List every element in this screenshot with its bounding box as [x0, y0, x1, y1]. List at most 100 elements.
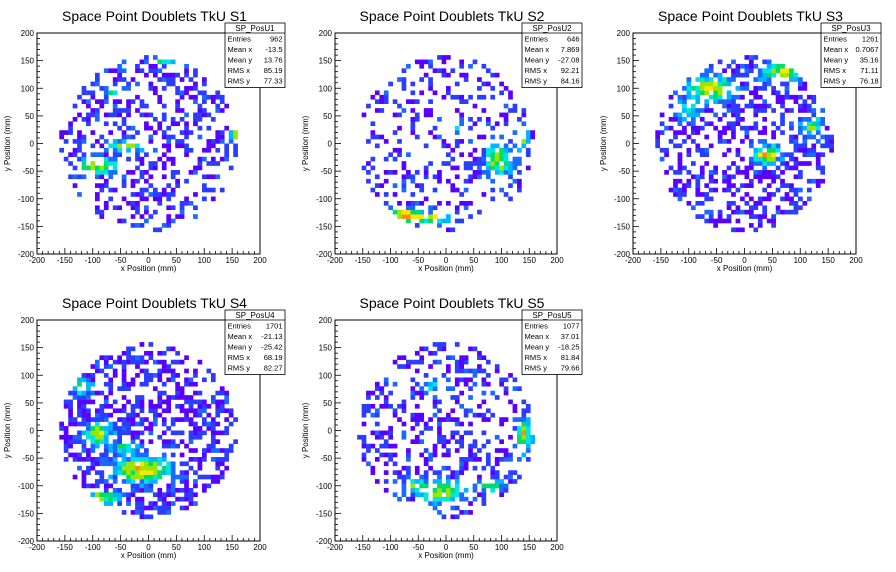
heatmap-bin — [798, 108, 803, 113]
heatmap-bin — [112, 408, 118, 414]
heatmap-bin — [682, 165, 687, 171]
heatmap-bin — [695, 192, 701, 197]
heatmap-bin — [410, 200, 416, 206]
heatmap-bin — [446, 492, 451, 498]
heatmap-bin — [215, 403, 221, 409]
heatmap-bin — [463, 377, 469, 383]
heatmap-bin — [699, 108, 705, 113]
heatmap-bin — [401, 174, 407, 180]
heatmap-bin — [410, 483, 416, 489]
heatmap-bin — [152, 505, 158, 511]
heatmap-bin — [793, 165, 799, 171]
heatmap-bin — [780, 178, 785, 184]
heatmap-bin — [179, 116, 185, 122]
heatmap-bin — [86, 395, 91, 400]
x-tick-label: 100 — [794, 256, 808, 265]
heatmap-bin — [210, 99, 216, 104]
heatmap-bin — [86, 381, 91, 387]
heatmap-bin — [188, 501, 194, 506]
heatmap-bin — [423, 390, 429, 396]
heatmap-bin — [130, 479, 136, 484]
heatmap-bin — [108, 403, 114, 409]
heatmap-bin — [432, 412, 438, 418]
heatmap-bin — [126, 421, 131, 427]
heatmap-bin — [224, 426, 230, 431]
heatmap-bin — [784, 86, 790, 91]
heatmap-bin — [419, 395, 425, 400]
heatmap-bin — [784, 161, 790, 166]
heatmap-bin — [197, 134, 203, 140]
heatmap-bin — [219, 430, 225, 436]
heatmap-bin — [72, 474, 78, 480]
heatmap-bin — [780, 68, 785, 74]
heatmap-bin — [157, 399, 163, 405]
heatmap-bin — [704, 81, 710, 87]
heatmap-bin — [766, 218, 772, 224]
heatmap-bin — [414, 59, 420, 65]
heatmap-bin — [517, 430, 522, 436]
heatmap-bin — [419, 200, 425, 206]
heatmap-bin — [499, 487, 504, 493]
heatmap-bin — [392, 359, 398, 365]
heatmap-bin — [166, 395, 172, 400]
heatmap-bin — [410, 192, 416, 197]
heatmap-bin — [503, 103, 509, 109]
heatmap-bin — [735, 205, 741, 211]
heatmap-bin — [477, 457, 482, 462]
stats-value: 37.01 — [561, 332, 580, 341]
heatmap-bin — [459, 461, 465, 467]
heatmap-bin — [789, 165, 794, 171]
heatmap-bin — [117, 426, 122, 431]
heatmap-bin — [72, 417, 78, 422]
heatmap-bin — [90, 465, 96, 471]
heatmap-bin — [481, 377, 487, 383]
heatmap-bin — [152, 417, 158, 422]
heatmap-bin — [731, 174, 736, 180]
heatmap-bin — [215, 421, 221, 427]
heatmap-bin — [148, 81, 154, 87]
heatmap-bin — [757, 161, 763, 166]
heatmap-bin — [197, 399, 203, 405]
heatmap-bin — [454, 483, 460, 489]
heatmap-bin — [829, 139, 834, 144]
heatmap-bin — [117, 63, 122, 69]
heatmap-bin — [437, 223, 442, 228]
heatmap-bin — [94, 116, 100, 122]
heatmap-bin — [144, 359, 149, 365]
heatmap-bin — [766, 68, 772, 74]
heatmap-bin — [170, 443, 176, 449]
heatmap-bin — [508, 470, 513, 475]
heatmap-bin — [148, 125, 154, 131]
heatmap-bin — [459, 390, 465, 396]
heatmap-bin — [366, 448, 371, 453]
heatmap-bin — [793, 205, 799, 211]
heatmap-bin — [72, 165, 78, 171]
heatmap-bin — [713, 223, 718, 228]
heatmap-bin — [775, 94, 781, 100]
heatmap-bin — [441, 143, 447, 149]
x-tick-label: -50 — [115, 256, 127, 265]
heatmap-bin — [233, 417, 238, 422]
heatmap-bin — [793, 156, 799, 162]
heatmap-bin — [699, 200, 705, 206]
heatmap-bin — [99, 214, 105, 219]
heatmap-bin — [432, 448, 438, 453]
heatmap-bin — [775, 187, 781, 193]
heatmap-bin — [517, 178, 522, 184]
heatmap-bin — [366, 161, 371, 166]
heatmap-bin — [144, 170, 149, 175]
heatmap-bin — [468, 174, 473, 180]
heatmap-bin — [726, 214, 732, 219]
heatmap-bin — [202, 81, 207, 87]
heatmap-bin — [508, 161, 513, 166]
heatmap-bin — [811, 121, 817, 127]
heatmap-bin — [481, 496, 487, 502]
heatmap-bin — [193, 165, 198, 171]
heatmap-bin — [437, 174, 442, 180]
heatmap-bin — [121, 386, 127, 391]
heatmap-bin — [525, 421, 531, 427]
heatmap-bin — [410, 174, 416, 180]
heatmap-bin — [472, 121, 478, 127]
heatmap-bin — [90, 434, 96, 440]
